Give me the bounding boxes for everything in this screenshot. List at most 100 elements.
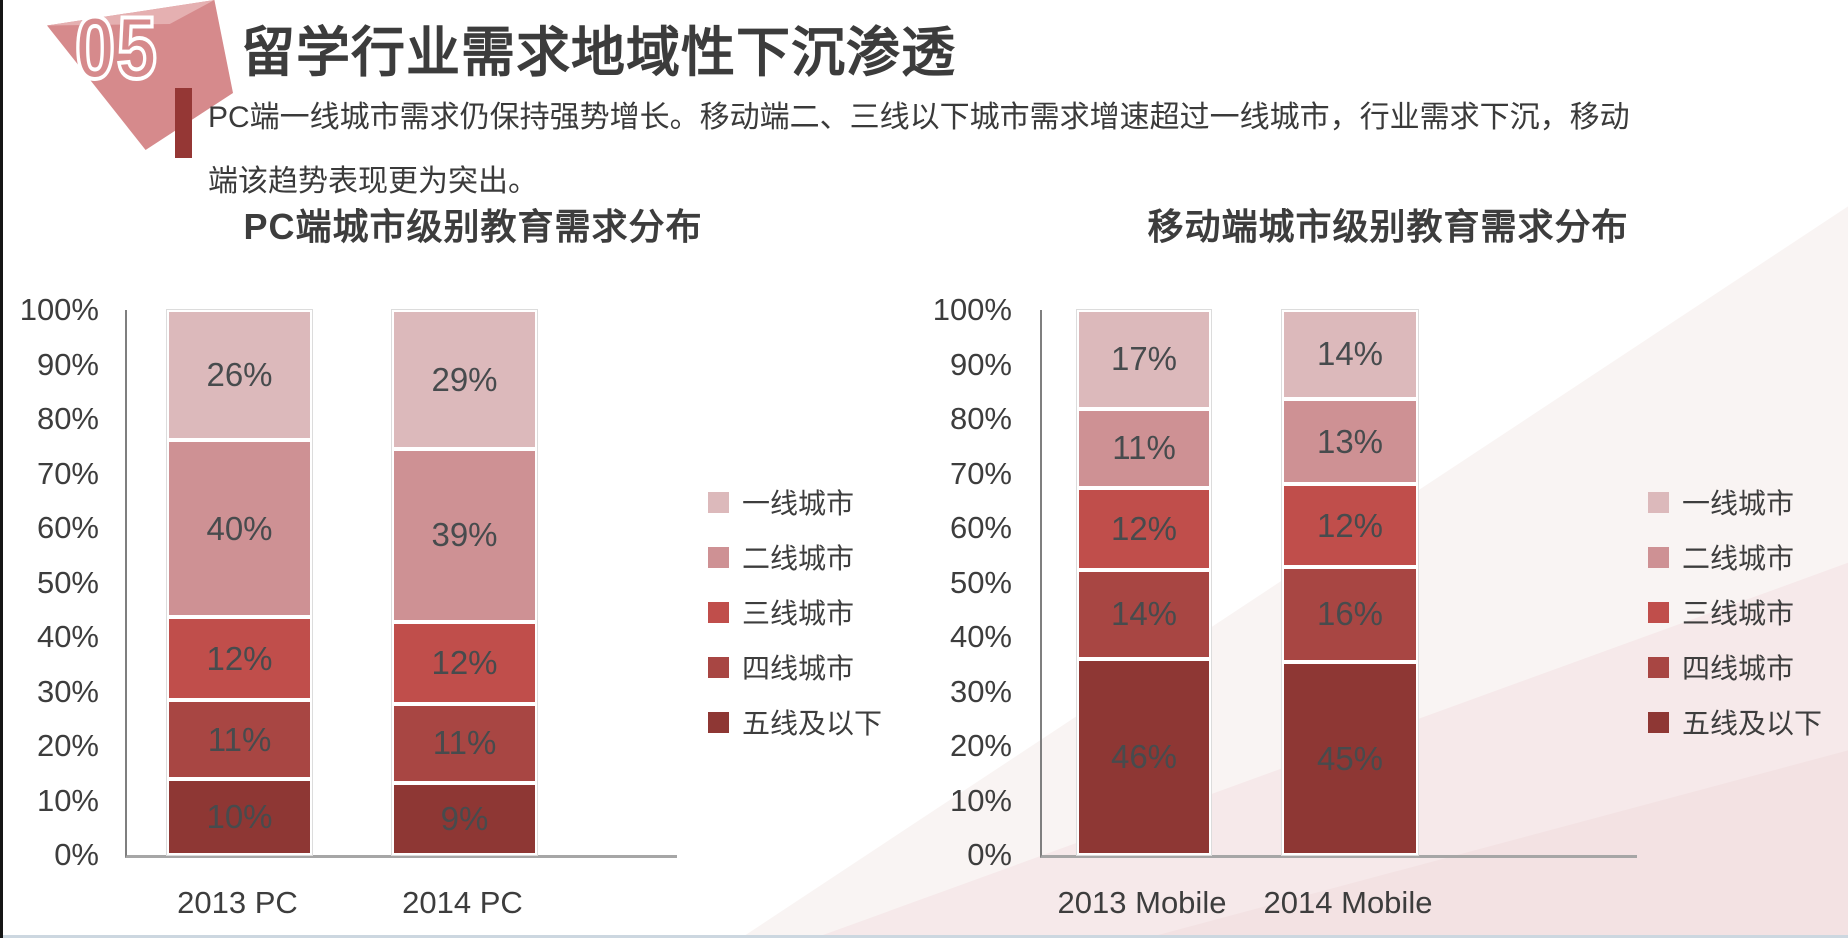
y-axis-ticks: 100% 90% 80% 70% 60% 50% 40% 30% 20% 10% 0% (933, 292, 1028, 872)
y-tick-label: 70% (949, 455, 1012, 491)
y-tick-label: 0% (967, 837, 1012, 872)
legend-item: 五线及以下 (708, 708, 882, 739)
bar-segment: 26% (167, 310, 312, 440)
bar-segment: 40% (167, 439, 312, 618)
data-label: 40% (206, 509, 273, 547)
x-axis-label: 2013 PC (177, 885, 298, 920)
description-paragraph: PC端一线城市需求仍保持强势增长。移动端二、三线以下城市需求增速超过一线城市，行… (208, 86, 1688, 214)
legend-label: 一线城市 (742, 488, 855, 519)
legend-swatch (1648, 491, 1669, 513)
y-tick-label: 0% (54, 837, 99, 872)
bar-segment: 14% (1077, 570, 1211, 659)
data-label: 11% (207, 720, 272, 758)
slide-bottom-edge (3, 935, 1848, 938)
legend-swatch (1648, 546, 1669, 568)
data-label: 12% (431, 643, 498, 681)
y-tick-label: 60% (949, 510, 1012, 545)
data-label: 12% (206, 639, 273, 677)
legend-label: 三线城市 (1682, 598, 1795, 629)
y-tick-label: 90% (949, 346, 1012, 382)
stacked-bar: 14% 13% 12% 16% 45% (1282, 310, 1418, 855)
y-tick-label: 100% (19, 292, 99, 327)
legend-item: 四线城市 (1648, 653, 1822, 684)
data-label: 16% (1316, 595, 1384, 633)
y-tick-label: 50% (36, 564, 99, 600)
y-tick-label: 50% (949, 564, 1012, 600)
legend-item: 三线城市 (1648, 598, 1822, 629)
bar-segment: 11% (1077, 408, 1211, 488)
data-label: 9% (440, 799, 489, 837)
legend-swatch (708, 601, 729, 623)
y-tick-label: 60% (36, 510, 99, 545)
legend-label: 二线城市 (1682, 543, 1795, 574)
y-tick-label: 30% (949, 673, 1012, 709)
data-label: 29% (431, 360, 498, 398)
x-axis-label: 2013 Mobile (1057, 885, 1227, 920)
legend-label: 一线城市 (1682, 488, 1795, 519)
data-label: 26% (206, 355, 273, 393)
data-label: 12% (1316, 506, 1384, 544)
accent-bar (175, 88, 192, 158)
bar-segment: 46% (1077, 658, 1211, 855)
legend-item: 四线城市 (708, 653, 882, 684)
data-label: 14% (1316, 335, 1384, 373)
bar-segment: 17% (1077, 310, 1211, 409)
x-axis-label: 2014 PC (402, 885, 523, 920)
legend-item: 一线城市 (1648, 488, 1822, 519)
y-tick-label: 30% (36, 673, 99, 709)
legend-label: 三线城市 (742, 598, 855, 629)
legend-swatch (1648, 601, 1669, 623)
plot-area: 17% 11% 12% 14% 46% 14% 13% 12% 16% 45% (1040, 310, 1637, 858)
data-label: 46% (1110, 737, 1178, 775)
legend-swatch (1648, 711, 1669, 733)
legend-swatch (1648, 656, 1669, 678)
bar-segment: 29% (392, 310, 537, 450)
legend-swatch (708, 656, 729, 678)
bar-segment: 12% (1282, 484, 1418, 567)
data-label: 39% (431, 516, 498, 554)
legend-swatch (708, 711, 729, 733)
bar-segment: 11% (392, 704, 537, 783)
data-label: 45% (1316, 739, 1384, 777)
bar-segment: 16% (1282, 566, 1418, 663)
bar-segment: 12% (167, 617, 312, 700)
bar-segment: 9% (392, 782, 537, 856)
stacked-bar: 29% 39% 12% 11% 9% (392, 310, 537, 856)
legend-label: 五线及以下 (1682, 708, 1823, 739)
description-line-1: PC端一线城市需求仍保持强势增长。移动端二、三线以下城市需求增速超过一线城市，行… (208, 101, 1630, 134)
y-tick-label: 10% (949, 782, 1012, 818)
chart-title-mobile: 移动端城市级别教育需求分布 (1147, 206, 1629, 247)
page-title: 留学行业需求地域性下沉渗透 (241, 23, 956, 83)
chart-mobile: 移动端城市级别教育需求分布 100% 90% 80% 70% 60% 50% 40% 30% 2… (911, 195, 1848, 938)
data-label: 12% (1110, 509, 1178, 547)
y-tick-label: 80% (949, 401, 1012, 436)
y-tick-label: 100% (932, 292, 1012, 327)
y-tick-label: 80% (36, 401, 99, 436)
legend-swatch (708, 546, 729, 568)
section-badge: 05 (47, 0, 233, 150)
data-label: 10% (206, 798, 273, 836)
stacked-bar: 17% 11% 12% 14% 46% (1077, 310, 1211, 855)
legend-label: 四线城市 (742, 653, 855, 684)
y-tick-label: 40% (36, 619, 99, 654)
data-label: 14% (1110, 595, 1178, 633)
bar-segment: 39% (392, 449, 537, 622)
legend-label: 四线城市 (1682, 653, 1795, 684)
x-axis-labels: 2013 Mobile 2014 Mobile (1040, 885, 1848, 930)
data-label: 11% (432, 724, 497, 762)
legend-label: 二线城市 (742, 543, 855, 574)
y-tick-label: 90% (36, 346, 99, 382)
bar-segment: 12% (392, 621, 537, 705)
data-label: 17% (1110, 340, 1178, 378)
y-tick-label: 20% (949, 728, 1012, 763)
legend-item: 三线城市 (708, 598, 882, 629)
y-tick-label: 40% (949, 619, 1012, 654)
y-tick-label: 10% (36, 782, 99, 818)
data-label: 13% (1316, 422, 1384, 460)
plot-area: 26% 40% 12% 11% 10% 29% 39% 12% 11% 9% (125, 310, 677, 858)
legend: 一线城市二线城市三线城市四线城市五线及以下 (708, 488, 882, 763)
legend: 一线城市二线城市三线城市四线城市五线及以下 (1648, 488, 1822, 763)
description-line-2: 端该趋势表现更为突出。 (208, 165, 538, 198)
bar-segment: 14% (1282, 310, 1418, 399)
